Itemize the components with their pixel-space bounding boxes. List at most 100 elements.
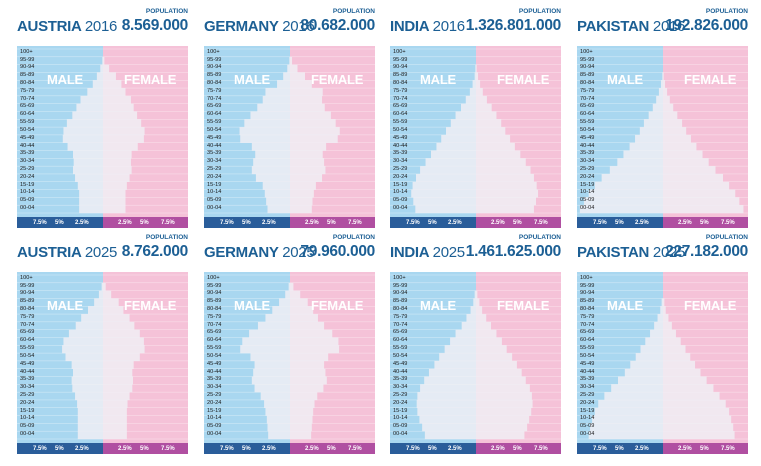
female-bar: [103, 353, 140, 362]
age-label: 00-04: [580, 204, 595, 211]
female-bar: [290, 353, 329, 362]
female-bar: [476, 127, 506, 136]
age-label: 45-49: [393, 134, 408, 141]
male-bar: [94, 298, 103, 307]
female-bar: [663, 95, 670, 104]
age-label: 05-09: [580, 423, 595, 430]
age-label: 40-44: [580, 142, 595, 149]
population-label: POPULATION: [705, 8, 748, 15]
male-bar: [260, 392, 290, 401]
country-name: INDIA: [390, 244, 429, 261]
male-bar: [416, 399, 476, 408]
male-bar: [592, 415, 663, 424]
pyramid-plot: 100+ 95-99 90-94 85-89 80-84 75-79 70-74 65-69 6…: [204, 272, 375, 454]
male-bar: [470, 306, 476, 315]
age-label: 100+: [207, 274, 220, 281]
country-name: INDIA: [390, 18, 429, 35]
age-label: 55-59: [580, 119, 595, 126]
pyramid-svg: [17, 46, 188, 217]
female-bar: [103, 399, 128, 408]
age-label: 00-04: [580, 430, 595, 437]
female-bar: [476, 173, 534, 182]
female-bar: [663, 376, 707, 385]
axis-tick-label: 2.5%: [262, 446, 276, 452]
age-label: 40-44: [580, 368, 595, 375]
female-bar: [663, 127, 687, 136]
age-label: 70-74: [393, 95, 408, 102]
age-label: 80-84: [393, 80, 408, 87]
male-bar: [257, 103, 290, 112]
male-bar: [101, 282, 103, 291]
population-label: POPULATION: [145, 8, 188, 15]
female-bar: [290, 173, 323, 182]
axis-tick-label: 2.5%: [678, 446, 692, 452]
male-bar: [424, 376, 476, 385]
male-bar: [662, 72, 663, 81]
female-bar: [476, 415, 530, 424]
female-bar: [476, 345, 507, 354]
age-label: 60-64: [207, 337, 222, 344]
male-bar: [250, 353, 290, 362]
axis-tick-label: 2.5%: [635, 220, 649, 226]
male-bar: [72, 384, 103, 393]
pyramid-panel: INDIA 2025 POPULATION 1.461.625.000 100+ 95-…: [390, 232, 561, 454]
female-bar: [663, 111, 678, 120]
age-label: 100+: [580, 48, 593, 55]
male-bar: [417, 407, 476, 416]
age-label: 35-39: [207, 376, 222, 383]
female-bar: [290, 127, 340, 136]
age-label: 90-94: [580, 290, 595, 297]
female-bar: [290, 423, 312, 432]
age-label: 35-39: [580, 376, 595, 383]
pyramid-svg: [577, 46, 748, 217]
male-bar: [588, 189, 663, 198]
female-bar: [103, 95, 131, 104]
panel-header: AUSTRIA 2025 POPULATION 8.762.000: [17, 232, 188, 272]
age-label: 15-19: [580, 407, 595, 414]
male-bar: [604, 392, 663, 401]
male-bar: [264, 399, 290, 408]
axis-tick-label: 7.5%: [534, 446, 548, 452]
male-label: MALE: [420, 72, 457, 87]
female-bar: [663, 158, 709, 167]
female-bar: [476, 181, 537, 190]
age-label: 50-54: [580, 126, 595, 133]
male-bar: [67, 142, 103, 151]
age-label: 30-34: [393, 158, 408, 165]
axis-tick-label: 2.5%: [118, 446, 132, 452]
male-bar: [436, 142, 476, 151]
male-bar: [77, 181, 103, 190]
female-bar: [103, 134, 144, 143]
pyramid-svg: [17, 272, 188, 443]
male-axis-bar: [204, 217, 290, 228]
female-bar: [663, 205, 744, 214]
male-bar: [579, 205, 663, 214]
female-bar: [290, 111, 331, 120]
male-label: MALE: [607, 298, 644, 313]
age-label: 50-54: [393, 126, 408, 133]
age-label: 75-79: [207, 87, 222, 94]
female-bar: [103, 189, 126, 198]
male-bar: [601, 173, 663, 182]
pyramid-plot: 100+ 95-99 90-94 85-89 80-84 75-79 70-74 65-69 6…: [390, 46, 561, 228]
male-bar: [88, 306, 103, 315]
male-bar: [289, 56, 290, 65]
female-label: FEMALE: [311, 298, 364, 313]
male-bar: [455, 329, 476, 338]
population-value: 227.182.000: [665, 243, 748, 260]
female-bar: [290, 376, 327, 385]
male-bar: [660, 80, 663, 89]
male-bar: [249, 329, 290, 338]
age-label: 95-99: [207, 56, 222, 63]
age-label: 30-34: [580, 384, 595, 391]
age-label: 95-99: [580, 56, 595, 63]
age-label: 00-04: [207, 430, 222, 437]
male-bar: [473, 298, 476, 307]
female-bar: [103, 88, 126, 97]
age-label: 45-49: [207, 134, 222, 141]
age-label: 85-89: [393, 298, 408, 305]
age-label: 55-59: [393, 119, 408, 126]
female-bar: [476, 150, 521, 159]
chart-title: AUSTRIA 2016: [17, 18, 117, 35]
age-label: 70-74: [20, 321, 35, 328]
